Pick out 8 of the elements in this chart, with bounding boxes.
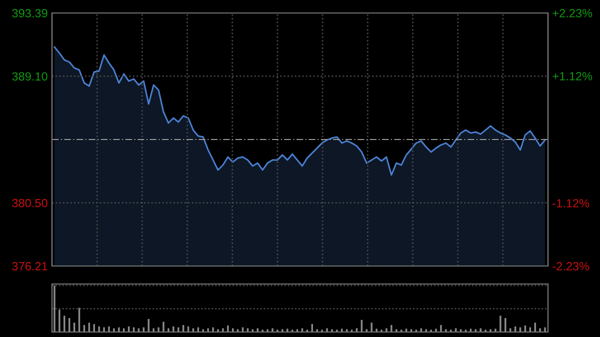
y-tick-label: 380.50 bbox=[12, 198, 48, 208]
y2-tick-label: -1.12% bbox=[552, 199, 590, 208]
y-tick-label: 376.21 bbox=[12, 262, 48, 270]
y-tick-label: 389.10 bbox=[12, 72, 48, 81]
y-tick-label: 393.39 bbox=[12, 9, 48, 18]
y2-tick-label: +1.12% bbox=[552, 72, 592, 80]
y2-tick-label: -2.23% bbox=[552, 262, 590, 270]
y2-tick-label: +2.23% bbox=[552, 9, 592, 18]
